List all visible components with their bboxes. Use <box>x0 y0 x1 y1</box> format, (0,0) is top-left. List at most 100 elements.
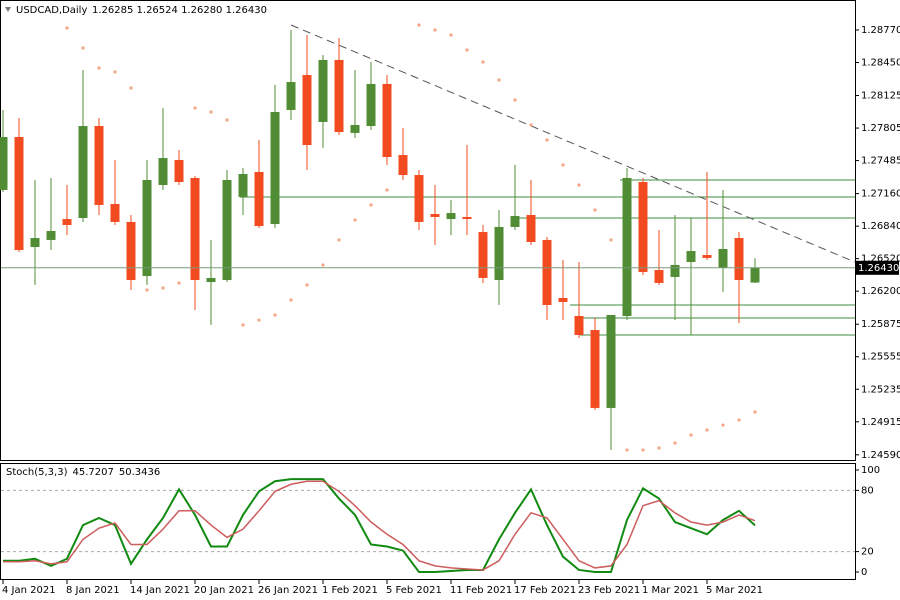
candle-body <box>190 177 200 281</box>
x-tick-label: 23 Feb 2021 <box>578 585 640 596</box>
sar-dot <box>273 313 277 317</box>
sar-dot <box>193 106 197 110</box>
sar-dot <box>545 138 549 142</box>
candle-body <box>110 203 120 222</box>
candle-body <box>222 179 232 281</box>
candle-body <box>622 177 632 316</box>
stoch-k-value: 45.7207 <box>72 467 113 478</box>
sar-dot <box>209 110 213 114</box>
y-tick-label: 1.27805 <box>861 123 900 134</box>
sar-dot <box>289 298 293 302</box>
sar-dot <box>673 441 677 445</box>
x-tick-label: 20 Jan 2021 <box>194 585 254 596</box>
y-tick-label: 1.28770 <box>861 25 900 36</box>
sar-dot <box>305 283 309 287</box>
y-tick-label: 80 <box>861 485 874 496</box>
y-tick-label: 1.25875 <box>861 319 900 330</box>
candle-body <box>94 126 104 205</box>
sar-dot <box>721 423 725 427</box>
candle-body <box>558 297 568 302</box>
sar-dot <box>65 26 69 30</box>
candle-body <box>686 251 696 263</box>
y-tick-label: 100 <box>861 465 880 476</box>
sar-dot <box>529 123 533 127</box>
y-tick-label: 1.27485 <box>861 156 900 167</box>
candle-body <box>654 270 664 283</box>
sar-dot <box>657 446 661 450</box>
candle-body <box>478 232 488 278</box>
stoch-line <box>3 478 756 573</box>
x-tick-label: 11 Feb 2021 <box>450 585 512 596</box>
sar-dot <box>337 238 341 242</box>
candle-body <box>398 154 408 176</box>
price-box-label: 1.26430 <box>858 263 899 274</box>
candle-body <box>510 215 520 227</box>
candle-body <box>254 171 264 227</box>
candle-body <box>430 214 440 217</box>
x-tick-label: 4 Jan 2021 <box>2 585 56 596</box>
candle-body <box>718 249 728 269</box>
candle-body <box>702 255 712 258</box>
candle-body <box>334 59 344 133</box>
price-plot <box>0 23 855 452</box>
sar-dot <box>241 323 245 327</box>
candle-body <box>606 314 616 408</box>
x-tick-label: 1 Mar 2021 <box>642 585 699 596</box>
candle-body <box>414 175 424 222</box>
sar-dot <box>385 188 389 192</box>
price-box <box>855 260 899 275</box>
sar-dot <box>433 28 437 32</box>
symbol: USDCAD,Daily <box>16 5 87 16</box>
candle-body <box>78 126 88 219</box>
y-tick-label: 1.25555 <box>861 352 900 363</box>
sar-dot <box>177 281 181 285</box>
sar-dot <box>481 60 485 64</box>
y-tick-label: 1.26200 <box>861 286 900 297</box>
sar-dot <box>689 433 693 437</box>
candle-body <box>14 137 24 251</box>
y-tick-label: 1.26840 <box>861 221 900 232</box>
stoch-line <box>3 480 756 571</box>
candle-body <box>142 179 152 277</box>
x-tick-label: 5 Feb 2021 <box>386 585 442 596</box>
candle-body <box>382 83 392 158</box>
sar-dot <box>145 288 149 292</box>
y-tick-label: 1.27160 <box>861 189 900 200</box>
sar-dot <box>641 448 645 452</box>
sar-dot <box>417 23 421 27</box>
sar-dot <box>449 33 453 37</box>
x-tick-label: 1 Feb 2021 <box>322 585 378 596</box>
candle-body <box>270 112 280 225</box>
sar-dot <box>321 263 325 267</box>
candle-body <box>302 75 312 146</box>
sar-dot <box>513 98 517 102</box>
candle-body <box>174 159 184 183</box>
x-tick-label: 8 Jan 2021 <box>66 585 120 596</box>
candle-body <box>238 173 248 197</box>
sar-dot <box>97 66 101 70</box>
sar-dot <box>113 70 117 74</box>
sar-dot <box>737 418 741 422</box>
stoch-title: Stoch(5,3,3) <box>6 467 68 478</box>
candle-body <box>750 267 760 283</box>
sar-dot <box>497 78 501 82</box>
candle-body <box>590 330 600 408</box>
y-tick-label: 1.28125 <box>861 91 900 102</box>
candle-body <box>158 158 168 185</box>
candle-body <box>462 216 472 220</box>
y-tick-label: 0 <box>861 567 867 578</box>
sar-dot <box>577 183 581 187</box>
candle-body <box>542 239 552 306</box>
sar-dot <box>753 410 757 414</box>
y-tick-label: 1.24915 <box>861 417 900 428</box>
sar-dot <box>465 48 469 52</box>
sar-dot <box>625 448 629 452</box>
sar-dot <box>161 286 165 290</box>
sar-dot <box>593 208 597 212</box>
sar-dot <box>129 86 133 90</box>
candle-body <box>638 182 648 272</box>
sar-dot <box>609 238 613 242</box>
